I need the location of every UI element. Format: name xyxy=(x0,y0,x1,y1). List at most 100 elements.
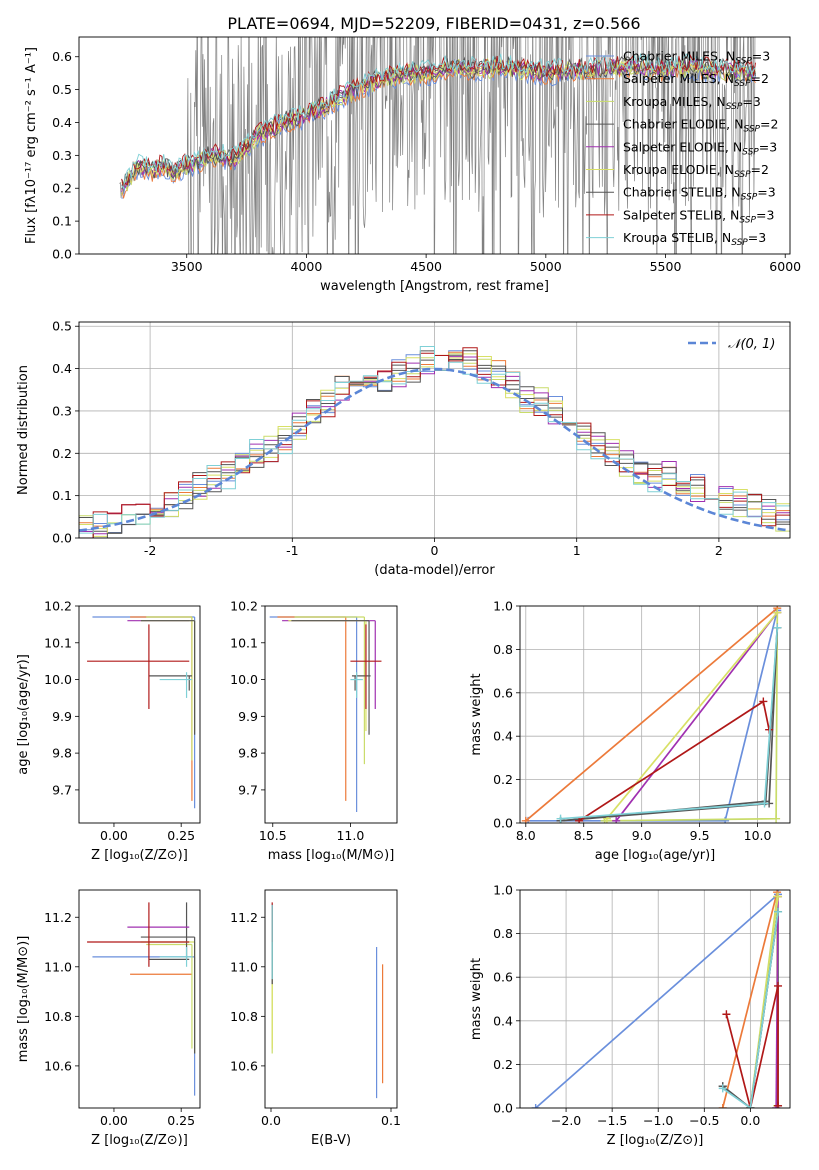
legend-nssp-subscript: SSP xyxy=(726,102,743,112)
errorbar-point xyxy=(350,672,363,698)
x-tick-label: 0.00 xyxy=(100,828,128,843)
y-axis-label: Normed distribution xyxy=(16,365,31,495)
x-tick-label: 5000 xyxy=(530,259,562,274)
legend-nssp-subscript: SSP xyxy=(734,79,751,89)
y-tick-label: 10.6 xyxy=(230,1058,258,1073)
legend-equals: = xyxy=(759,139,769,154)
y-tick-label: 10.8 xyxy=(44,1009,72,1024)
mass-vs-ebv-plot: 0.0 0.1 10.6 10.8 11.0 11.2 E(B-V) xyxy=(230,889,401,1148)
errorbar-point xyxy=(277,616,347,801)
plot-frame xyxy=(519,605,791,824)
legend-entry: Chabrier ELODIE, NSSP=2 xyxy=(623,117,778,135)
legend-nssp-subscript: SSP xyxy=(741,193,758,203)
weight-lines xyxy=(521,606,782,823)
weight-marker xyxy=(774,1101,783,1108)
figure-title: PLATE=0694, MJD=52209, FIBERID=0431, z=0… xyxy=(227,14,640,33)
legend-entry: Kroupa STELIB, NSSP=3 xyxy=(623,230,766,248)
x-tick-label: 10.0 xyxy=(744,828,772,843)
legend-entry-name: Chabrier STELIB, xyxy=(623,185,731,200)
errorbar-point xyxy=(92,956,196,1096)
spectrum-plot: 3500 4000 4500 5000 5500 6000 0.0 0.1 0.2 0.3 0.4 0… xyxy=(24,36,801,294)
legend-nssp-symbol: N xyxy=(725,162,734,177)
histogram-steps xyxy=(79,346,790,538)
x-tick-label: 0.25 xyxy=(167,1113,195,1128)
legend-nssp-subscript: SSP xyxy=(734,170,751,180)
x-tick-label: -1 xyxy=(286,543,298,558)
y-tick-label: 10.1 xyxy=(44,635,72,650)
legend-entry: Salpeter MILES, NSSP=2 xyxy=(623,71,769,89)
errorbar-point xyxy=(148,675,192,691)
x-tick-label: −1.0 xyxy=(643,1113,673,1128)
legend-equals: = xyxy=(752,49,762,64)
legend-entry: Kroupa ELODIE, NSSP=2 xyxy=(623,162,769,180)
errorbars xyxy=(87,616,196,809)
y-tick-label: 0.0 xyxy=(52,247,72,262)
legend-entry-name: Salpeter STELIB, xyxy=(623,207,730,222)
x-tick-label: 1 xyxy=(573,543,581,558)
y-tick-label: 0.5 xyxy=(52,319,72,334)
y-tick-label: 0.4 xyxy=(52,115,72,130)
y-tick-label: 0.4 xyxy=(493,729,513,744)
mass-vs-Z-plot: 0.00 0.25 10.6 10.8 11.0 11.2 Z [log₁₀(Z/Z⊙)] m… xyxy=(16,889,201,1148)
x-tick-label: 4000 xyxy=(291,259,323,274)
plot-frame xyxy=(78,605,201,824)
y-tick-label: 0.5 xyxy=(52,82,72,97)
errorbars xyxy=(271,902,384,1099)
legend-nssp-symbol: N xyxy=(730,207,739,222)
x-tick-label: 0.25 xyxy=(167,828,195,843)
legend-equals: = xyxy=(757,185,767,200)
errorbar-point xyxy=(87,624,190,709)
plot-frame xyxy=(78,889,201,1109)
x-tick-label: 11.0 xyxy=(336,828,364,843)
weight-marker xyxy=(773,623,782,632)
errorbar-point xyxy=(269,616,358,812)
weight-line xyxy=(725,985,779,1108)
legend-nssp-value: 3 xyxy=(769,139,777,154)
x-tick-label: 10.5 xyxy=(259,828,287,843)
x-tick-label: 3500 xyxy=(171,259,203,274)
legend-entry: Chabrier STELIB, NSSP=3 xyxy=(623,185,776,203)
x-tick-label: 9.0 xyxy=(632,828,652,843)
y-axis-label: mass weight xyxy=(469,958,484,1040)
y-tick-label: 0.1 xyxy=(52,488,72,503)
legend-nssp-subscript: SSP xyxy=(731,238,748,248)
weight-marker xyxy=(760,799,769,808)
y-tick-label: 0.3 xyxy=(52,148,72,163)
y-tick-label: 0.2 xyxy=(493,1057,513,1072)
legend-nssp-symbol: N xyxy=(716,94,725,109)
x-tick-label: −0.5 xyxy=(689,1113,719,1128)
weight-line xyxy=(722,911,779,1108)
x-tick-label: 0.0 xyxy=(261,1113,281,1128)
y-tick-label: 10.8 xyxy=(230,1009,258,1024)
weight-lines xyxy=(531,890,783,1108)
legend-entry-name: Kroupa ELODIE, xyxy=(623,162,725,177)
model-spectrum-line xyxy=(121,53,756,189)
errorbar-point xyxy=(146,943,193,1049)
x-axis-label: wavelength [Angstrom, rest frame] xyxy=(320,279,549,294)
y-tick-label: 11.0 xyxy=(44,959,72,974)
weight-line xyxy=(775,896,779,1108)
legend-entry-name: Salpeter MILES, xyxy=(623,71,725,86)
x-tick-label: 8.0 xyxy=(516,828,536,843)
age-vs-Z-plot: 0.00 0.25 9.7 9.8 9.9 10.0 10.1 10.2 Z [log₁₀(Z/… xyxy=(16,599,201,863)
y-tick-label: 9.7 xyxy=(52,782,72,797)
y-tick-label: 10.1 xyxy=(230,635,258,650)
legend-equals: = xyxy=(751,162,761,177)
legend-nssp-symbol: N xyxy=(725,71,734,86)
y-tick-label: 9.9 xyxy=(52,709,72,724)
weight-marker xyxy=(612,816,621,823)
legend-entry-name: Salpeter ELODIE, xyxy=(623,139,733,154)
x-tick-label: 2 xyxy=(715,543,723,558)
plot-frame xyxy=(264,889,398,1109)
x-tick-label: -2 xyxy=(144,543,156,558)
y-tick-label: 0.2 xyxy=(52,446,72,461)
x-tick-label: 8.5 xyxy=(574,828,594,843)
y-tick-label: 1.0 xyxy=(493,883,513,898)
y-tick-label: 0.2 xyxy=(493,772,513,787)
legend-entry: 𝒩(0, 1) xyxy=(728,337,775,352)
plot-frame xyxy=(519,889,791,1109)
legend-nssp-symbol: N xyxy=(722,230,731,245)
legend-nssp-value: 3 xyxy=(766,207,774,222)
weight-line xyxy=(560,627,779,822)
